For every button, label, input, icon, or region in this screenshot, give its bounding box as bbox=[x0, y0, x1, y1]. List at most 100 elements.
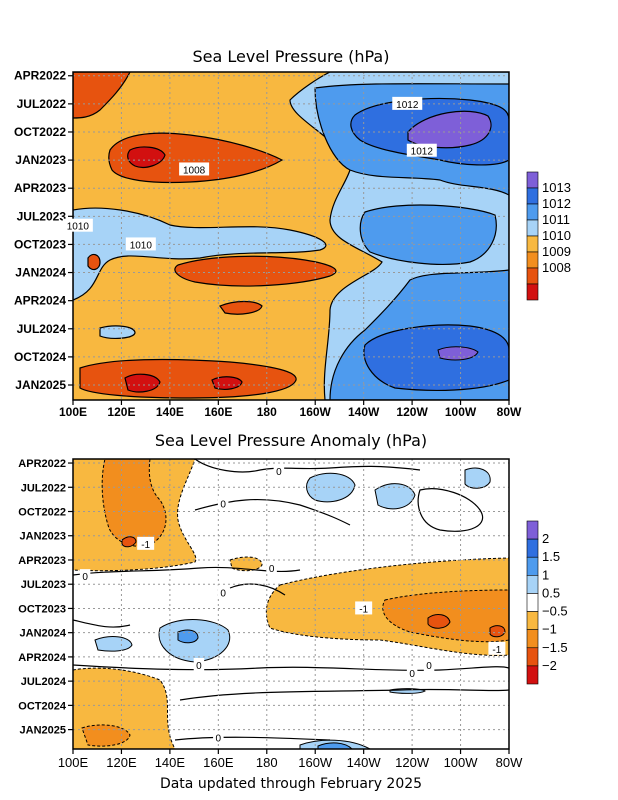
x-tick-label: 160E bbox=[203, 755, 234, 770]
x-tick-label: 120E bbox=[106, 755, 137, 770]
chart2-grid bbox=[73, 459, 509, 749]
chart1-field-under-1008 bbox=[127, 146, 166, 168]
y-tick-label: OCT2024 bbox=[18, 700, 67, 712]
contour-label-bg bbox=[423, 657, 435, 671]
y-tick-label: OCT2022 bbox=[14, 125, 66, 139]
colorbar-label: −1 bbox=[542, 622, 557, 637]
y-tick-label: APR2022 bbox=[18, 458, 66, 470]
colorbar-swatch bbox=[526, 251, 539, 269]
contour-label-bg bbox=[79, 569, 91, 583]
colorbar-label: 1 bbox=[542, 567, 549, 582]
colorbar-label: 1010 bbox=[542, 228, 571, 243]
colorbar-label: 1013 bbox=[542, 180, 571, 195]
colorbar-swatch bbox=[526, 219, 539, 237]
chart2-x-ticks: 100E 120E 140E 160E 180 160W 140W 120W 100W 80W bbox=[58, 749, 523, 770]
footer-note: Data updated through February 2025 bbox=[160, 776, 422, 792]
contour-label-bg bbox=[62, 218, 93, 232]
y-tick-label: APR2023 bbox=[14, 181, 66, 195]
chart2-field-pos bbox=[306, 472, 356, 503]
colorbar-label: 1011 bbox=[542, 212, 570, 227]
chart1-contour-labels: 1012 1012 1008 1010 1010 bbox=[62, 96, 437, 251]
x-tick-label: 100E bbox=[58, 755, 89, 770]
x-tick-label: 160E bbox=[204, 405, 232, 419]
colorbar-swatch bbox=[526, 575, 539, 594]
y-tick-label: OCT2023 bbox=[18, 603, 66, 615]
contour-label-bg bbox=[125, 237, 156, 251]
contour-label: 0 bbox=[409, 669, 415, 680]
contour-label: -1 bbox=[492, 645, 501, 656]
y-tick-label: JUL2022 bbox=[17, 97, 67, 111]
contour-label: 1010 bbox=[67, 222, 90, 233]
colorbar-swatch bbox=[526, 538, 539, 558]
colorbar-swatch bbox=[526, 235, 539, 253]
contour-label-bg bbox=[488, 641, 506, 655]
x-tick-label: 120W bbox=[396, 405, 428, 419]
x-tick-label: 160W bbox=[298, 755, 333, 770]
y-tick-label: OCT2022 bbox=[18, 507, 66, 519]
y-tick-label: JAN2023 bbox=[15, 153, 66, 167]
colorbar-swatch bbox=[526, 283, 539, 301]
contour-label-bg bbox=[392, 96, 423, 110]
y-tick-label: APR2022 bbox=[14, 69, 66, 83]
colorbar-swatch bbox=[526, 665, 539, 685]
x-tick-label: 180 bbox=[256, 755, 278, 770]
chart1-plot-area bbox=[73, 72, 509, 400]
colorbar-swatch bbox=[526, 593, 539, 612]
x-tick-label: 100E bbox=[59, 405, 87, 419]
contour-label-bg bbox=[266, 561, 277, 575]
y-tick-label: JAN2025 bbox=[20, 725, 66, 737]
chart2-plot-area bbox=[73, 459, 509, 749]
contour-label: 1008 bbox=[183, 165, 206, 176]
colorbar-label: 2 bbox=[542, 531, 549, 546]
chart2-frame bbox=[72, 458, 510, 750]
chart2-title: Sea Level Pressure Anomaly (hPa) bbox=[155, 431, 427, 450]
x-tick-label: 100W bbox=[445, 405, 477, 419]
colorbar-label: 1008 bbox=[542, 260, 571, 275]
chart1-title: Sea Level Pressure (hPa) bbox=[193, 47, 390, 66]
colorbar-label: 1.5 bbox=[542, 549, 560, 564]
y-tick-label: APR2024 bbox=[14, 294, 66, 308]
contour-label: 0 bbox=[196, 661, 202, 672]
y-tick-label: APR2024 bbox=[18, 652, 67, 664]
contour-label-bg bbox=[193, 657, 205, 671]
contour-label: -1 bbox=[359, 604, 368, 615]
x-tick-label: 80W bbox=[497, 405, 522, 419]
y-tick-label: JUL2024 bbox=[21, 676, 67, 688]
x-tick-label: 140W bbox=[348, 405, 380, 419]
contour-label-bg bbox=[137, 536, 155, 550]
x-tick-label: 120W bbox=[395, 755, 430, 770]
y-tick-label: JUL2023 bbox=[21, 579, 66, 591]
colorbar-swatch bbox=[526, 556, 539, 576]
colorbar-swatch bbox=[526, 629, 539, 649]
x-tick-label: 140E bbox=[155, 755, 186, 770]
y-tick-label: JUL2022 bbox=[21, 482, 66, 494]
x-tick-label: 80W bbox=[496, 755, 523, 770]
x-tick-label: 140E bbox=[156, 405, 184, 419]
y-tick-label: JAN2023 bbox=[20, 531, 66, 543]
colorbar-swatch bbox=[526, 267, 539, 285]
contour-label: 1010 bbox=[130, 240, 153, 251]
contour-label: 0 bbox=[220, 499, 226, 510]
contour-label: 0 bbox=[216, 734, 222, 745]
colorbar-label: 1012 bbox=[542, 196, 571, 211]
contour-label-bg bbox=[179, 162, 210, 176]
contour-label: 0 bbox=[426, 661, 432, 672]
colorbar-label: 0.5 bbox=[542, 585, 560, 600]
contour-label-bg bbox=[217, 496, 229, 510]
colorbar-swatch bbox=[526, 203, 539, 221]
y-tick-label: JUL2023 bbox=[17, 209, 67, 223]
chart1-field-1008-1009 bbox=[73, 72, 131, 119]
contour-label-bg bbox=[355, 601, 373, 615]
y-tick-label: JAN2024 bbox=[20, 628, 67, 640]
y-tick-label: JAN2025 bbox=[15, 378, 66, 392]
colorbar-label: −0.5 bbox=[542, 604, 568, 619]
colorbar-swatch bbox=[526, 647, 539, 667]
contour-label-bg bbox=[273, 464, 285, 478]
contour-label-bg bbox=[213, 730, 224, 744]
chart1-y-ticks: APR2022 JUL2022 OCT2022 JAN2023 APR2023 JUL20… bbox=[14, 69, 73, 392]
chart2-colorbar: 2 1.5 1 0.5 −0.5 −1 −1.5 −2 bbox=[526, 520, 568, 685]
x-tick-label: 100W bbox=[444, 755, 479, 770]
colorbar-swatch bbox=[526, 520, 539, 540]
